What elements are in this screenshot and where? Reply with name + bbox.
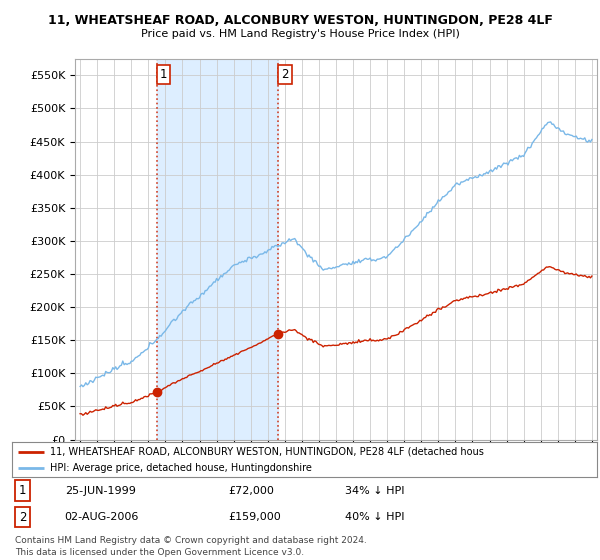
Text: 11, WHEATSHEAF ROAD, ALCONBURY WESTON, HUNTINGDON, PE28 4LF (detached hous: 11, WHEATSHEAF ROAD, ALCONBURY WESTON, H… [50,447,484,457]
Text: 02-AUG-2006: 02-AUG-2006 [65,512,139,522]
Text: Price paid vs. HM Land Registry's House Price Index (HPI): Price paid vs. HM Land Registry's House … [140,29,460,39]
Text: 1: 1 [160,68,167,81]
Text: £159,000: £159,000 [229,512,281,522]
Text: 25-JUN-1999: 25-JUN-1999 [65,486,136,496]
Text: 1: 1 [19,484,26,497]
Text: 2: 2 [281,68,289,81]
Text: 2: 2 [19,511,26,524]
Text: 40% ↓ HPI: 40% ↓ HPI [346,512,405,522]
Bar [157,59,278,440]
Text: 34% ↓ HPI: 34% ↓ HPI [346,486,405,496]
Text: HPI: Average price, detached house, Huntingdonshire: HPI: Average price, detached house, Hunt… [50,463,312,473]
Text: This data is licensed under the Open Government Licence v3.0.: This data is licensed under the Open Gov… [15,548,304,557]
Text: £72,000: £72,000 [229,486,274,496]
Text: 11, WHEATSHEAF ROAD, ALCONBURY WESTON, HUNTINGDON, PE28 4LF: 11, WHEATSHEAF ROAD, ALCONBURY WESTON, H… [47,14,553,27]
Text: Contains HM Land Registry data © Crown copyright and database right 2024.: Contains HM Land Registry data © Crown c… [15,536,367,545]
